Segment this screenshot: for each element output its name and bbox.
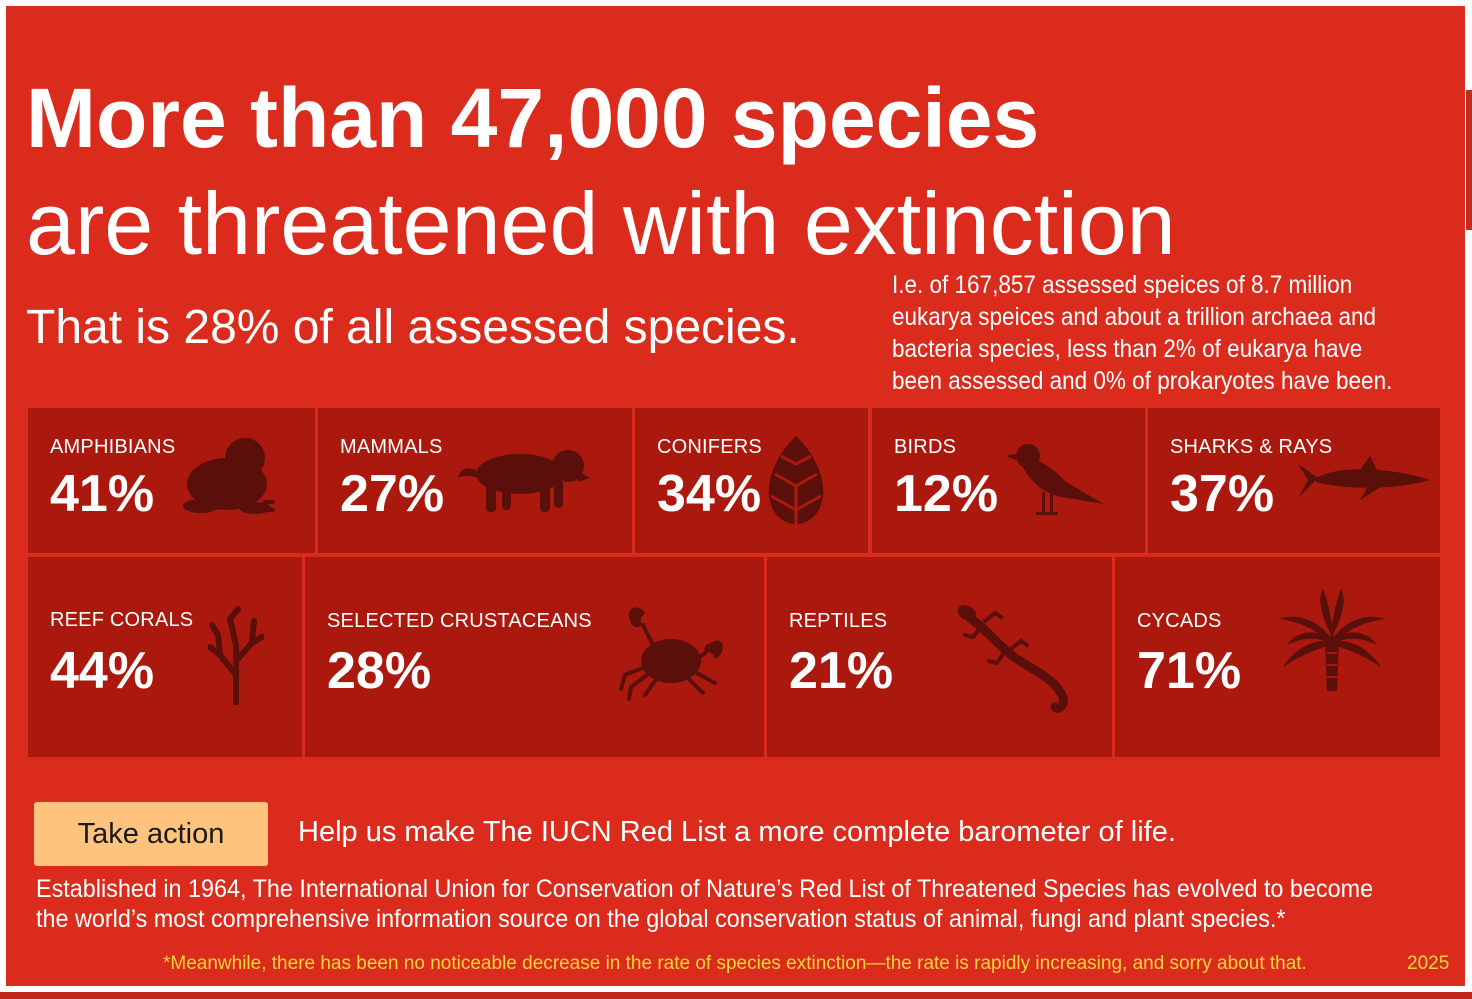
lizard-icon	[955, 603, 1071, 715]
palm-icon	[1277, 589, 1387, 693]
pinecone-icon	[765, 434, 827, 526]
tile-percent: 71%	[1137, 642, 1242, 700]
tile-label: CYCADS	[1137, 610, 1222, 632]
tile-label: SHARKS & RAYS	[1170, 436, 1333, 458]
tile-mammals: MAMMALS 27%	[318, 408, 632, 553]
tile-percent: 27%	[340, 465, 445, 523]
tile-percent: 21%	[789, 642, 894, 700]
frog-icon	[183, 434, 275, 516]
tile-label: CONIFERS	[657, 436, 762, 458]
tile-percent: 34%	[657, 465, 762, 523]
tile-percent: 28%	[327, 642, 432, 700]
tile-percent: 37%	[1170, 465, 1275, 523]
edge-strip	[1466, 90, 1472, 230]
crab-icon	[617, 603, 727, 703]
bottom-strip	[0, 992, 1472, 999]
subhead: That is 28% of all assessed species.	[26, 301, 800, 354]
tile-cycads: CYCADS 71%	[1115, 557, 1440, 757]
tile-label: REPTILES	[789, 610, 888, 632]
tile-label: BIRDS	[894, 436, 957, 458]
footnote: *Meanwhile, there has been no noticeable…	[163, 953, 1307, 974]
about-text: Established in 1964, The International U…	[36, 875, 1374, 933]
tile-percent: 12%	[894, 465, 999, 523]
year-label: 2025	[1407, 953, 1450, 974]
take-action-button[interactable]: Take action	[34, 802, 268, 866]
tile-selected-crustaceans: SELECTED CRUSTACEANS 28%	[305, 557, 764, 757]
coral-icon	[208, 605, 264, 705]
tile-sharks-rays: SHARKS & RAYS 37%	[1148, 408, 1440, 553]
tile-reptiles: REPTILES 21%	[767, 557, 1112, 757]
headline-line-2: are threatened with extinction	[26, 174, 1176, 273]
cta-message: Help us make The IUCN Red List a more co…	[298, 816, 1176, 848]
tiger-icon	[458, 444, 592, 514]
tile-amphibians: AMPHIBIANS 41%	[28, 408, 315, 553]
tile-label: REEF CORALS	[50, 609, 194, 631]
tile-percent: 41%	[50, 465, 155, 523]
shark-icon	[1296, 456, 1432, 502]
tile-percent: 44%	[50, 642, 155, 700]
tile-label: MAMMALS	[340, 436, 443, 458]
tile-reef-corals: REEF CORALS 44%	[28, 557, 302, 757]
tile-label: AMPHIBIANS	[50, 436, 176, 458]
headline-line-1: More than 47,000 species	[26, 71, 1040, 165]
assessment-note: I.e. of 167,857 assessed speices of 8.7 …	[892, 271, 1393, 395]
tile-birds: BIRDS 12%	[872, 408, 1145, 553]
tile-label: SELECTED CRUSTACEANS	[327, 610, 592, 632]
bird-icon	[1006, 438, 1106, 520]
tile-conifers: CONIFERS 34%	[635, 408, 868, 553]
